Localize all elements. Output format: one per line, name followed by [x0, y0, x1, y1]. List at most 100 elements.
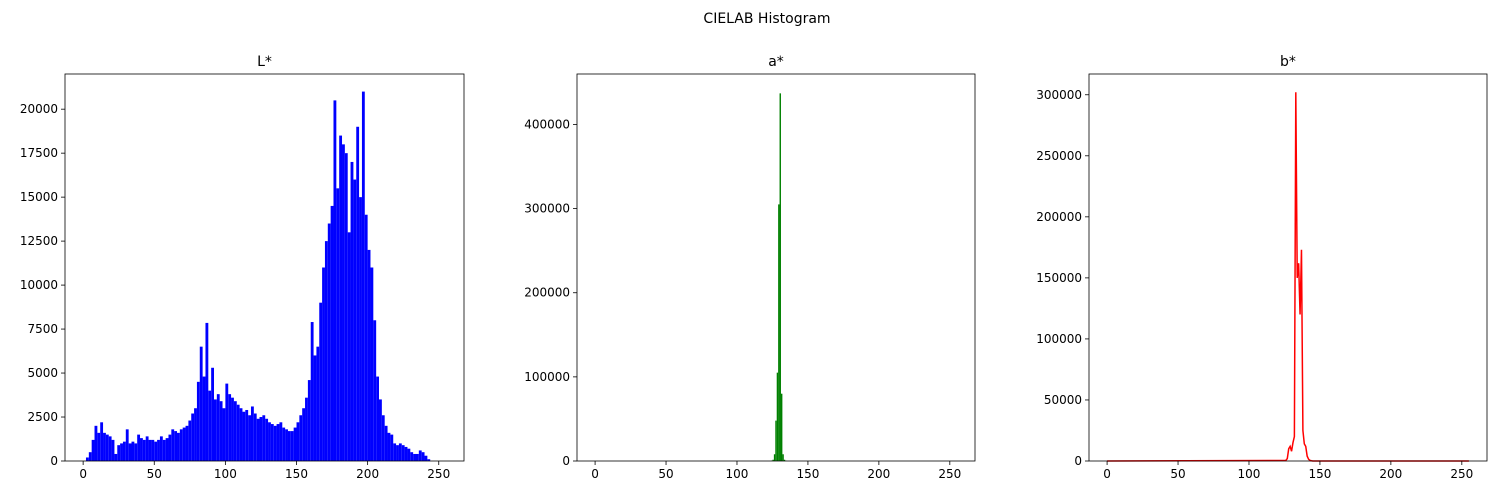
- l-star-histogram-bar: [347, 232, 351, 461]
- a-star-y-tick-label: 100000: [524, 370, 570, 384]
- l-star-histogram-bar: [94, 425, 98, 461]
- l-star-histogram-bar: [151, 439, 155, 461]
- l-star-x-tick-label: 150: [285, 467, 308, 481]
- l-star-histogram-bar: [367, 249, 371, 461]
- l-star-histogram-bar: [233, 401, 237, 461]
- l-star-histogram-bar: [231, 397, 234, 461]
- b-star-x-tick-label: 150: [1308, 467, 1331, 481]
- l-star-histogram-bar: [140, 438, 143, 461]
- l-star-histogram-bar: [359, 197, 362, 461]
- l-star-histogram-bar: [250, 406, 254, 461]
- l-star-histogram-bar: [100, 422, 104, 461]
- b-star-histogram-line: [1107, 92, 1469, 462]
- l-star-histogram-bar: [256, 418, 260, 461]
- b-star-y-tick-label: 300000: [1036, 88, 1082, 102]
- l-star-histogram-bar: [387, 432, 391, 461]
- a-star-histogram-bar: [779, 93, 781, 461]
- l-star-histogram-bar: [97, 432, 101, 461]
- l-star-histogram-bar: [120, 443, 123, 461]
- l-star-histogram-bar: [245, 409, 249, 461]
- l-star-histogram-bar: [122, 441, 126, 461]
- l-star-x-tick-label: 250: [427, 467, 450, 481]
- l-star-histogram-bar: [248, 415, 251, 461]
- l-star-histogram-bar: [239, 408, 243, 461]
- l-star-histogram-bar: [262, 415, 266, 461]
- b-star-y-tick-label: 100000: [1036, 332, 1082, 346]
- l-star-histogram-bar: [418, 450, 422, 461]
- l-star-histogram-bar: [105, 434, 109, 461]
- l-star-histogram-bar: [194, 408, 197, 461]
- l-star-y-tick-label: 10000: [20, 278, 58, 292]
- l-star-histogram-bar: [128, 443, 132, 461]
- l-star-x-tick-label: 0: [79, 467, 87, 481]
- l-star-histogram-bar: [268, 422, 271, 461]
- l-star-histogram-bar: [182, 427, 186, 461]
- l-star-histogram-bar: [214, 399, 217, 461]
- l-star-histogram-bar: [376, 376, 379, 461]
- l-star-y-tick-label: 0: [50, 454, 58, 468]
- l-star-histogram-bar: [313, 355, 317, 461]
- l-star-histogram-bar: [361, 91, 365, 461]
- l-star-histogram-bar: [339, 135, 343, 461]
- b-star-y-tick-label: 150000: [1036, 271, 1082, 285]
- l-star-histogram-bar: [410, 452, 414, 461]
- l-star-histogram-bar: [370, 267, 374, 461]
- l-star-histogram-bar: [199, 346, 203, 461]
- l-star-histogram-bar: [336, 188, 340, 461]
- l-star-histogram-bar: [285, 429, 288, 461]
- l-star-histogram-bar: [330, 205, 334, 461]
- l-star-histogram-bar: [276, 424, 280, 461]
- l-star-histogram-bar: [165, 438, 169, 461]
- l-star-histogram-bar: [196, 381, 200, 461]
- l-star-histogram-bar: [333, 100, 337, 461]
- l-star-histogram-bar: [384, 425, 388, 461]
- l-star-histogram-bar: [134, 443, 138, 461]
- l-star-histogram-bar: [222, 408, 226, 461]
- l-star-histogram-bar: [396, 445, 399, 461]
- l-star-histogram-bar: [259, 417, 263, 461]
- l-star-histogram-bar: [342, 144, 345, 462]
- l-star-histogram-bar: [91, 439, 95, 461]
- l-star-histogram-bar: [85, 457, 89, 461]
- b-star-x-tick-label: 50: [1170, 467, 1185, 481]
- a-star-panel-title: a*: [768, 54, 784, 70]
- l-star-histogram-bar: [356, 126, 360, 462]
- l-star-y-tick-label: 2500: [27, 410, 58, 424]
- l-star-histogram-bar: [413, 453, 416, 461]
- b-star-axes-frame: [1088, 73, 1488, 462]
- a-star-y-tick-label: 300000: [524, 202, 570, 216]
- l-star-histogram-bar: [185, 425, 189, 461]
- l-star-histogram-bar: [145, 436, 149, 461]
- l-star-data: [85, 91, 431, 462]
- b-star-y-tick-label: 50000: [1044, 393, 1082, 407]
- l-star-histogram-bar: [88, 452, 92, 461]
- a-star-histogram-bar: [782, 454, 784, 461]
- l-star-histogram-bar: [305, 397, 308, 461]
- l-star-y-tick-label: 5000: [27, 366, 58, 380]
- l-star-histogram-bar: [299, 415, 303, 461]
- l-star-histogram-bar: [174, 431, 178, 461]
- l-star-histogram-bar: [159, 436, 163, 461]
- l-star-histogram-bar: [407, 448, 411, 461]
- l-star-histogram-bar: [415, 453, 419, 461]
- l-star-histogram-bar: [168, 434, 172, 461]
- l-star-histogram-bar: [131, 441, 135, 461]
- l-star-histogram-bar: [216, 394, 220, 461]
- l-star-histogram-bar: [142, 439, 146, 461]
- l-star-histogram-bar: [103, 432, 106, 461]
- l-star-axes-frame: [64, 73, 465, 462]
- histogram-panels: L*0 50 100 150 200 25002500500075001000012500…: [20, 54, 1488, 481]
- l-star-x-tick-label: 200: [356, 467, 379, 481]
- a-star-x-tick-label: 150: [796, 467, 819, 481]
- l-star-histogram-bar: [125, 429, 129, 461]
- l-star-x-tick-label: 50: [147, 467, 162, 481]
- l-star-y-tick-label: 7500: [27, 322, 58, 336]
- l-star-histogram-bar: [319, 302, 323, 461]
- l-star-histogram-bar: [381, 415, 385, 461]
- b-star-x-tick-label: 100: [1238, 467, 1261, 481]
- l-star-y-tick-label: 20000: [20, 102, 58, 116]
- l-star-histogram-bar: [404, 446, 408, 461]
- a-star-x-tick-label: 250: [938, 467, 961, 481]
- l-star-histogram-bar: [137, 434, 141, 461]
